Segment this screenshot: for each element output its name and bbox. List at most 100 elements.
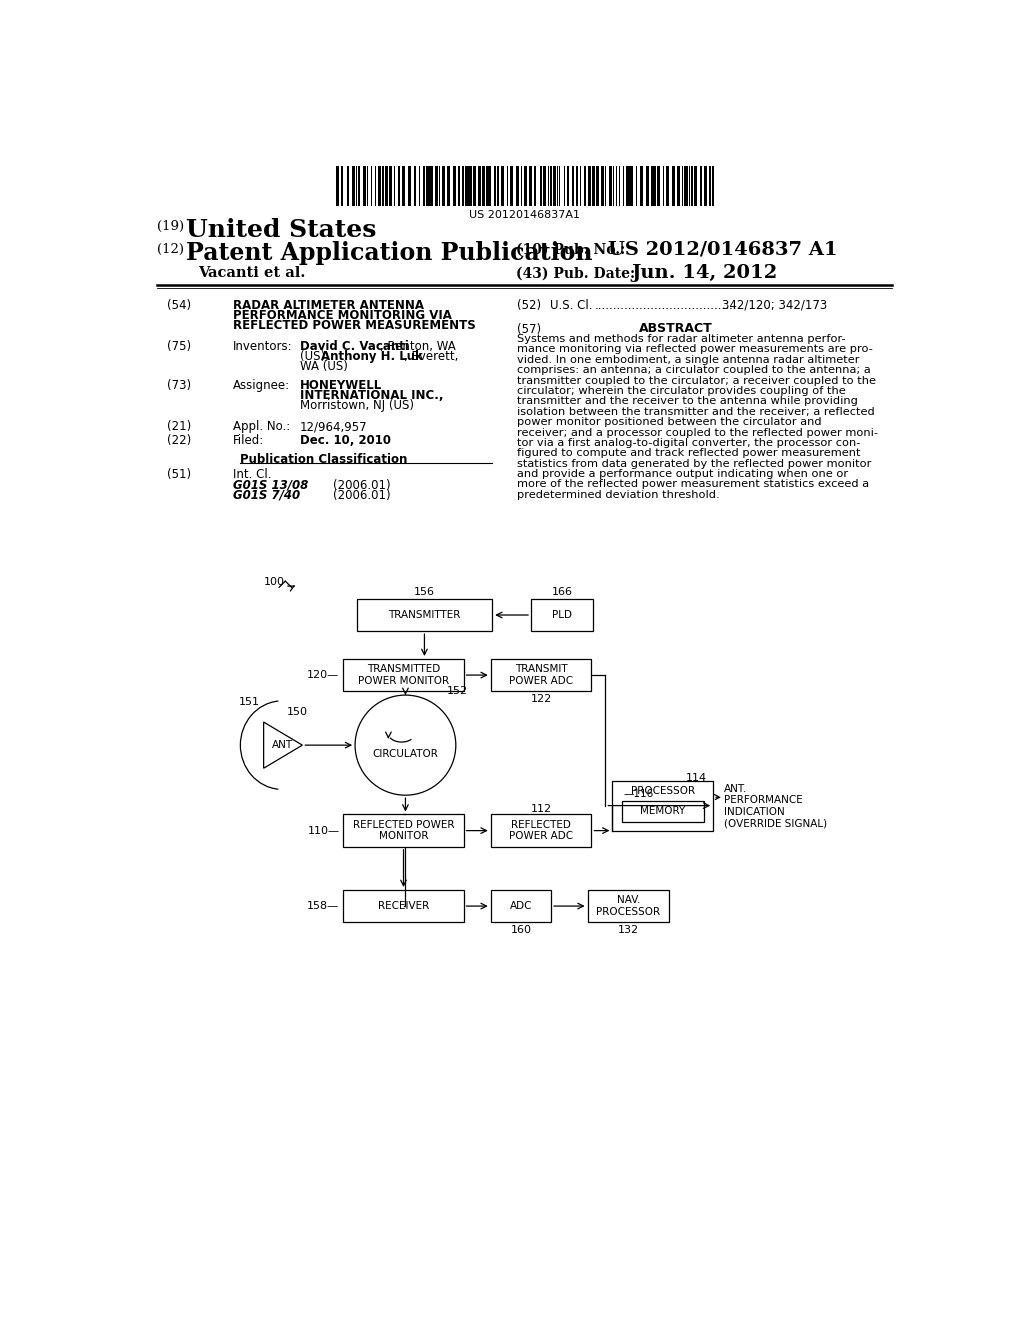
Bar [356,599,493,631]
Text: 110—: 110— [307,825,340,836]
Bar [482,166,484,206]
Text: (12): (12) [158,243,184,256]
Text: 156: 156 [414,587,435,597]
Text: RADAR ALTIMETER ANTENNA: RADAR ALTIMETER ANTENNA [232,298,424,312]
Text: Dec. 10, 2010: Dec. 10, 2010 [300,434,391,447]
Text: 158—: 158— [307,902,340,911]
Bar [397,166,400,206]
Text: transmitter coupled to the circulator; a receiver coupled to the: transmitter coupled to the circulator; a… [517,376,877,385]
Text: comprises: an antenna; a circulator coupled to the antenna; a: comprises: an antenna; a circulator coup… [517,366,870,375]
Bar [563,166,565,206]
Bar [690,166,693,206]
Text: (51): (51) [167,469,190,480]
Bar [618,166,621,206]
Text: transmitter and the receiver to the antenna while providing: transmitter and the receiver to the ante… [517,396,858,407]
Text: Morristown, NJ (US): Morristown, NJ (US) [300,400,414,412]
Text: INTERNATIONAL INC.,: INTERNATIONAL INC., [300,389,443,403]
Bar [575,166,578,206]
Bar [609,166,612,206]
Bar [367,166,369,206]
Bar [352,166,355,206]
Bar [622,800,703,822]
Bar [453,166,456,206]
Text: 114: 114 [686,774,707,783]
Bar [612,780,713,830]
Text: TRANSMIT
POWER ADC: TRANSMIT POWER ADC [509,664,573,686]
Text: 342/120; 342/173: 342/120; 342/173 [722,298,827,312]
Bar [588,890,669,923]
Text: US 2012/0146837 A1: US 2012/0146837 A1 [608,240,838,259]
Text: (54): (54) [167,298,190,312]
Bar [414,166,417,206]
Bar [540,166,542,206]
Bar [462,166,464,206]
Text: US 20120146837A1: US 20120146837A1 [469,210,581,220]
Text: U.S. Cl.: U.S. Cl. [550,298,592,312]
Bar [501,166,504,206]
Text: 122: 122 [530,694,552,705]
Text: United States: United States [186,218,377,242]
Bar [550,166,552,206]
Text: Inventors:: Inventors: [232,341,292,354]
Text: vided. In one embodiment, a single antenna radar altimeter: vided. In one embodiment, a single anten… [517,355,859,364]
Text: Filed:: Filed: [232,434,264,447]
Text: TRANSMITTED
POWER MONITOR: TRANSMITTED POWER MONITOR [358,664,450,686]
Bar [589,166,592,206]
Bar [341,166,343,206]
Bar [490,890,551,923]
Bar [343,814,464,847]
Text: REFLECTED POWER
MONITOR: REFLECTED POWER MONITOR [352,820,455,841]
Bar [596,166,598,206]
Text: REFLECTED POWER MEASUREMENTS: REFLECTED POWER MEASUREMENTS [232,318,475,331]
Bar [640,166,643,206]
Text: receiver; and a processor coupled to the reflected power moni-: receiver; and a processor coupled to the… [517,428,878,437]
Bar [544,166,546,206]
Text: CIRCULATOR: CIRCULATOR [373,750,438,759]
Text: HONEYWELL: HONEYWELL [300,379,382,392]
Bar [566,166,569,206]
Bar [703,166,707,206]
Bar [382,166,384,206]
Bar [646,166,649,206]
Bar [535,166,537,206]
Text: 112: 112 [530,804,552,813]
Text: 150: 150 [287,706,308,717]
Text: (52): (52) [517,298,541,312]
Bar [378,166,381,206]
Text: (43) Pub. Date:: (43) Pub. Date: [515,267,635,280]
Bar [653,166,655,206]
Text: David C. Vacanti: David C. Vacanti [300,341,409,354]
Bar [510,166,513,206]
Text: Systems and methods for radar altimeter antenna perfor-: Systems and methods for radar altimeter … [517,334,846,345]
Text: ANT: ANT [271,741,293,750]
Bar [467,166,471,206]
Bar [486,166,487,206]
Text: figured to compute and track reflected power measurement: figured to compute and track reflected p… [517,449,860,458]
Bar [402,166,404,206]
Text: MEMORY: MEMORY [640,807,685,816]
Bar [668,166,669,206]
Bar [672,166,675,206]
Text: , Everett,: , Everett, [403,350,459,363]
Text: NAV.
PROCESSOR: NAV. PROCESSOR [596,895,660,917]
Bar [423,166,425,206]
Text: ANT.
PERFORMANCE
INDICATION
(OVERRIDE SIGNAL): ANT. PERFORMANCE INDICATION (OVERRIDE SI… [724,784,827,829]
Text: WA (US): WA (US) [300,360,348,374]
Text: RECEIVER: RECEIVER [378,902,429,911]
Bar [446,166,450,206]
Text: (19): (19) [158,220,184,234]
Text: Assignee:: Assignee: [232,379,290,392]
Bar [630,166,633,206]
Bar [429,166,432,206]
Text: ADC: ADC [510,902,532,911]
Bar [580,166,582,206]
Bar [336,166,339,206]
Bar [559,166,560,206]
Text: 120—: 120— [307,671,340,680]
Bar [678,166,680,206]
Text: (US);: (US); [300,350,333,363]
Text: PERFORMANCE MONITORING VIA: PERFORMANCE MONITORING VIA [232,309,452,322]
Bar [584,166,586,206]
Text: (22): (22) [167,434,191,447]
Text: 166: 166 [552,587,572,597]
